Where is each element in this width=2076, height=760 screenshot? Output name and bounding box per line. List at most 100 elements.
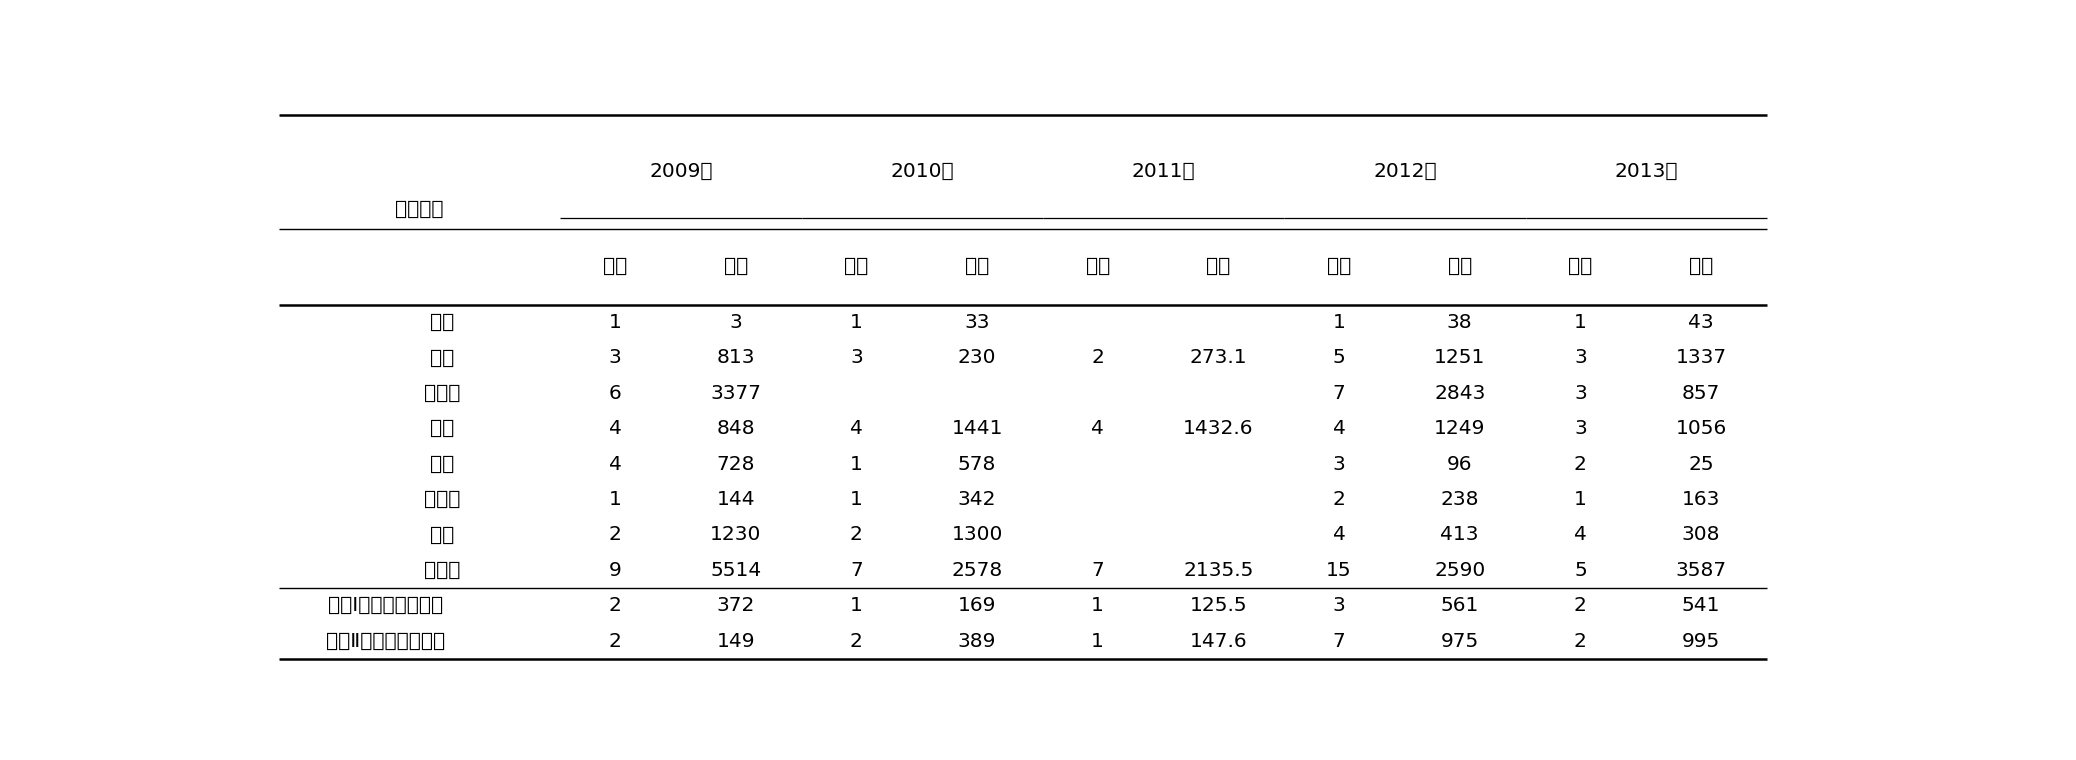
Text: 43: 43 (1688, 313, 1715, 332)
Text: 3: 3 (1333, 597, 1345, 616)
Text: 4: 4 (1574, 525, 1586, 544)
Text: 1: 1 (1574, 490, 1586, 509)
Text: 1: 1 (608, 490, 621, 509)
Text: 372: 372 (716, 597, 756, 616)
Text: 5: 5 (1333, 348, 1345, 367)
Text: 种类: 种类 (1086, 258, 1111, 277)
Text: 3587: 3587 (1675, 561, 1727, 580)
Text: 1: 1 (608, 313, 621, 332)
Text: 169: 169 (957, 597, 996, 616)
Text: 2009年: 2009年 (650, 162, 712, 181)
Text: 1: 1 (1092, 597, 1104, 616)
Text: 342: 342 (957, 490, 996, 509)
Text: 3: 3 (1574, 384, 1586, 403)
Text: 国家Ⅰ级重点保护鸟类: 国家Ⅰ级重点保护鸟类 (328, 597, 444, 616)
Text: 种类: 种类 (1567, 258, 1592, 277)
Text: 种类: 种类 (845, 258, 868, 277)
Text: 9: 9 (608, 561, 621, 580)
Text: 鸳类: 鸳类 (430, 313, 455, 332)
Text: 2: 2 (1574, 597, 1586, 616)
Text: 2013年: 2013年 (1615, 162, 1677, 181)
Text: 5: 5 (1574, 561, 1586, 580)
Text: 7: 7 (849, 561, 864, 580)
Text: 种类: 种类 (602, 258, 627, 277)
Text: 561: 561 (1441, 597, 1478, 616)
Text: 147.6: 147.6 (1190, 632, 1248, 651)
Text: 1: 1 (849, 313, 864, 332)
Text: 鹤类: 鹤类 (430, 348, 455, 367)
Text: 1056: 1056 (1675, 420, 1727, 439)
Text: 种类: 种类 (1327, 258, 1351, 277)
Text: 163: 163 (1682, 490, 1721, 509)
Text: 2578: 2578 (951, 561, 1003, 580)
Text: 4: 4 (608, 420, 621, 439)
Text: 数量: 数量 (725, 258, 747, 277)
Text: 25: 25 (1688, 454, 1715, 473)
Text: 7: 7 (1092, 561, 1104, 580)
Text: 数量: 数量 (1206, 258, 1231, 277)
Text: 3: 3 (1574, 348, 1586, 367)
Text: 4: 4 (849, 420, 864, 439)
Text: 7: 7 (1333, 384, 1345, 403)
Text: 4: 4 (608, 454, 621, 473)
Text: 2: 2 (1092, 348, 1104, 367)
Text: 鸟类类群: 鸟类类群 (394, 200, 444, 219)
Text: 数量: 数量 (1690, 258, 1713, 277)
Text: 国家Ⅱ级重点保护鸟类: 国家Ⅱ级重点保护鸟类 (326, 632, 446, 651)
Text: 其他: 其他 (430, 525, 455, 544)
Text: 数量: 数量 (965, 258, 988, 277)
Text: 鸥类: 鸥类 (430, 454, 455, 473)
Text: 308: 308 (1682, 525, 1721, 544)
Text: 2: 2 (849, 632, 864, 651)
Text: 3: 3 (608, 348, 621, 367)
Text: 数量: 数量 (1447, 258, 1472, 277)
Text: 2: 2 (608, 597, 621, 616)
Text: 413: 413 (1441, 525, 1478, 544)
Text: 1441: 1441 (951, 420, 1003, 439)
Text: 2010年: 2010年 (891, 162, 955, 181)
Text: 3: 3 (1333, 454, 1345, 473)
Text: 975: 975 (1441, 632, 1478, 651)
Text: 4: 4 (1333, 420, 1345, 439)
Text: 38: 38 (1447, 313, 1472, 332)
Text: 15: 15 (1327, 561, 1351, 580)
Text: 1300: 1300 (951, 525, 1003, 544)
Text: 鹬鹚类: 鹬鹚类 (424, 384, 461, 403)
Text: 1: 1 (1092, 632, 1104, 651)
Text: 2843: 2843 (1435, 384, 1486, 403)
Text: 1249: 1249 (1435, 420, 1486, 439)
Text: 2590: 2590 (1435, 561, 1484, 580)
Text: 230: 230 (957, 348, 996, 367)
Text: 雁鸭类: 雁鸭类 (424, 561, 461, 580)
Text: 2: 2 (849, 525, 864, 544)
Text: 4: 4 (1092, 420, 1104, 439)
Text: 96: 96 (1447, 454, 1472, 473)
Text: 6: 6 (608, 384, 621, 403)
Text: 3: 3 (729, 313, 741, 332)
Text: 4: 4 (1333, 525, 1345, 544)
Text: 2011年: 2011年 (1131, 162, 1196, 181)
Text: 2: 2 (608, 525, 621, 544)
Text: 848: 848 (716, 420, 756, 439)
Text: 857: 857 (1682, 384, 1721, 403)
Text: 273.1: 273.1 (1190, 348, 1248, 367)
Text: 2135.5: 2135.5 (1183, 561, 1254, 580)
Text: 3: 3 (849, 348, 864, 367)
Text: 2: 2 (608, 632, 621, 651)
Text: 149: 149 (716, 632, 756, 651)
Text: 541: 541 (1682, 597, 1721, 616)
Text: 1230: 1230 (710, 525, 762, 544)
Text: 1432.6: 1432.6 (1183, 420, 1254, 439)
Text: 2012年: 2012年 (1372, 162, 1437, 181)
Text: 1: 1 (849, 490, 864, 509)
Text: 995: 995 (1682, 632, 1721, 651)
Text: 1251: 1251 (1435, 348, 1486, 367)
Text: 5514: 5514 (710, 561, 762, 580)
Text: 2: 2 (1574, 632, 1586, 651)
Text: 1: 1 (1574, 313, 1586, 332)
Text: 125.5: 125.5 (1190, 597, 1248, 616)
Text: 3: 3 (1574, 420, 1586, 439)
Text: 728: 728 (716, 454, 756, 473)
Text: 7: 7 (1333, 632, 1345, 651)
Text: 2: 2 (1574, 454, 1586, 473)
